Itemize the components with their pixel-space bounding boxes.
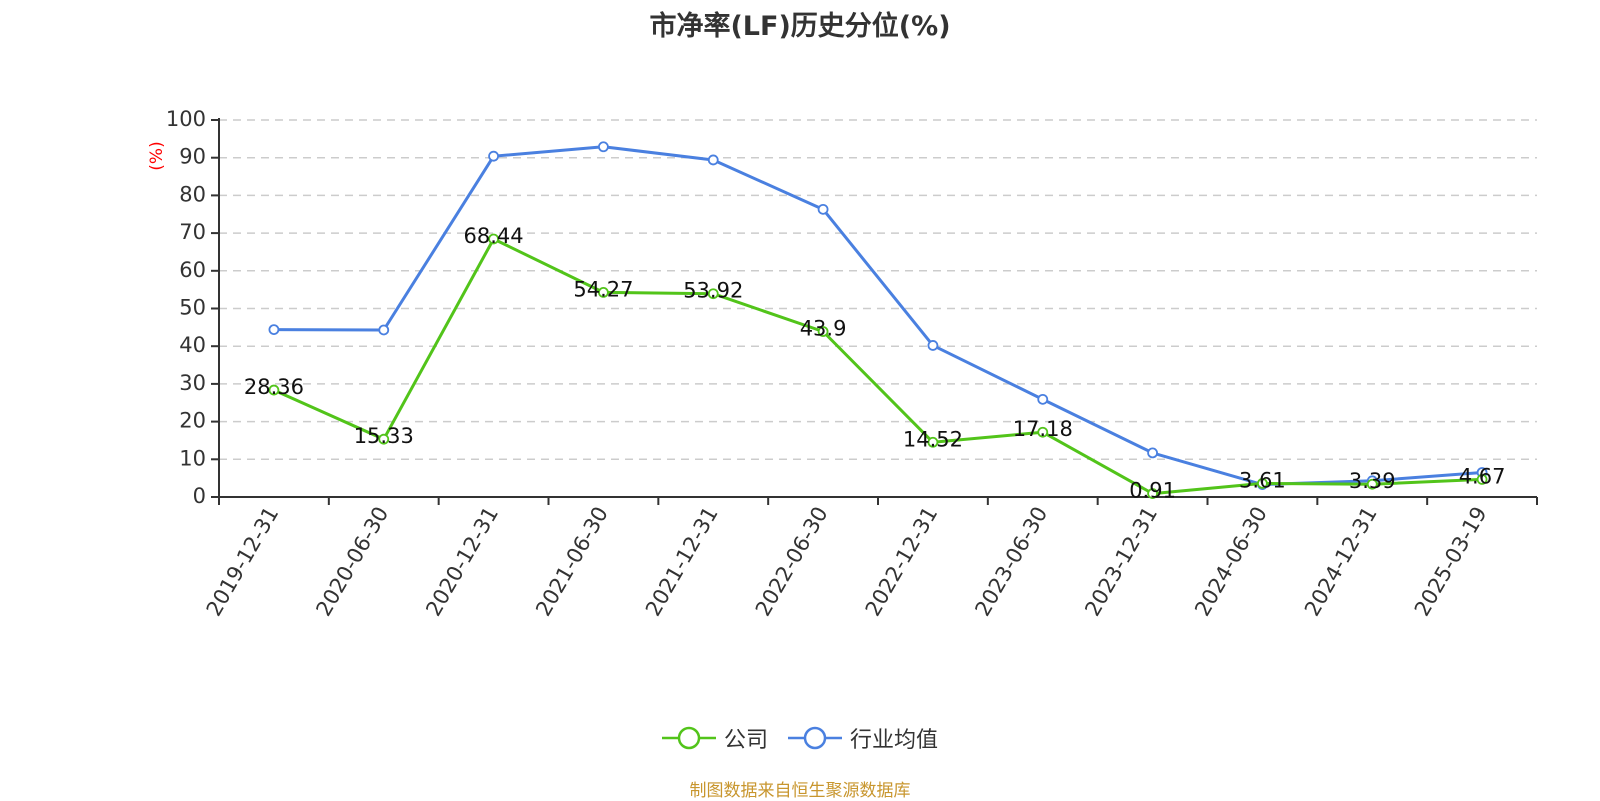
data-label: 68.44 — [464, 224, 524, 248]
data-point[interactable] — [927, 436, 939, 448]
data-point[interactable] — [268, 384, 280, 396]
legend: 公司 行业均值 — [0, 722, 1600, 754]
legend-item-company[interactable]: 公司 — [661, 722, 768, 754]
y-tick-label: 80 — [179, 182, 206, 206]
x-tick-label: 2023-12-31 — [1080, 503, 1162, 621]
y-axis-unit-label: (%) — [147, 141, 167, 170]
legend-item-industry-average[interactable]: 行业均值 — [788, 722, 938, 754]
data-point[interactable] — [1037, 426, 1049, 438]
data-label: 43.9 — [800, 316, 847, 340]
data-label: 3.39 — [1349, 469, 1396, 493]
data-point[interactable] — [1147, 447, 1158, 459]
x-axis: 2019-12-31 2020-06-30 2020-12-31 2021-06-30… — [202, 496, 1538, 621]
y-tick-label: 0 — [193, 484, 206, 508]
data-point[interactable] — [1476, 473, 1488, 485]
industry-average-line — [273, 145, 1483, 487]
data-label: 28.36 — [244, 375, 304, 399]
data-point[interactable] — [817, 326, 829, 337]
data-point[interactable] — [817, 203, 829, 215]
grid-lines — [219, 119, 1537, 461]
y-tick-label: 90 — [179, 145, 206, 169]
data-point[interactable] — [268, 324, 280, 336]
y-tick-label: 10 — [179, 446, 206, 470]
data-label: 0.91 — [1129, 479, 1176, 503]
x-tick-label: 2023-06-30 — [970, 503, 1052, 621]
x-tick-label: 2022-12-31 — [861, 503, 943, 621]
line-chart: 0 10 20 30 40 50 60 70 80 90 100 (%) 2019-12-31 202… — [147, 107, 1538, 621]
data-label: 53.92 — [683, 279, 743, 303]
data-point[interactable] — [1257, 477, 1268, 489]
data-point[interactable] — [488, 150, 499, 162]
data-point[interactable] — [1147, 488, 1158, 499]
data-label: 4.67 — [1459, 464, 1506, 488]
y-tick-label: 100 — [166, 107, 206, 131]
data-point[interactable] — [378, 433, 390, 445]
legend-line-circle-icon — [788, 726, 842, 750]
x-tick-label: 2022-06-30 — [751, 503, 833, 621]
chart-title: 市净率(LF)历史分位(%) — [649, 11, 951, 42]
y-tick-label: 70 — [179, 220, 206, 244]
data-point[interactable] — [598, 287, 609, 298]
y-tick-label: 50 — [179, 296, 206, 320]
x-tick-label: 2021-06-30 — [531, 503, 613, 621]
data-label: 17.18 — [1013, 417, 1073, 441]
x-tick-label: 2025-03-19 — [1410, 503, 1492, 621]
data-label: 14.52 — [903, 427, 963, 451]
data-point[interactable] — [927, 340, 939, 351]
series-lines — [268, 141, 1488, 499]
data-source-footer: 制图数据来自恒生聚源数据库 — [689, 781, 911, 801]
x-tick-label: 2020-12-31 — [421, 503, 503, 621]
company-line — [273, 237, 1483, 496]
data-point[interactable] — [707, 154, 719, 166]
x-tick-label: 2024-06-30 — [1190, 503, 1272, 621]
data-point[interactable] — [378, 324, 390, 336]
x-tick-label: 2021-12-31 — [641, 503, 723, 621]
data-label: 15.33 — [354, 424, 414, 448]
data-label: 3.61 — [1239, 468, 1286, 492]
legend-line-circle-icon — [661, 726, 716, 750]
data-point[interactable] — [707, 288, 719, 300]
y-tick-label: 30 — [179, 371, 206, 395]
data-point[interactable] — [1366, 478, 1378, 490]
data-point[interactable] — [1037, 393, 1049, 405]
legend-label: 行业均值 — [850, 728, 939, 753]
data-point[interactable] — [488, 233, 499, 245]
x-tick-label: 2020-06-30 — [311, 503, 393, 621]
data-point[interactable] — [598, 141, 609, 153]
y-tick-label: 20 — [179, 409, 206, 433]
data-label: 54.27 — [573, 277, 633, 301]
x-tick-label: 2024-12-31 — [1300, 503, 1382, 621]
y-tick-label: 60 — [179, 258, 206, 282]
y-axis: 0 10 20 30 40 50 60 70 80 90 100 — [166, 107, 220, 508]
data-labels: 28.36 15.33 68.44 54.27 53.92 43.9 14.52 17.18 0… — [244, 224, 1506, 503]
legend-label: 公司 — [723, 728, 768, 753]
y-tick-label: 40 — [179, 333, 206, 357]
x-tick-label: 2019-12-31 — [202, 503, 284, 621]
